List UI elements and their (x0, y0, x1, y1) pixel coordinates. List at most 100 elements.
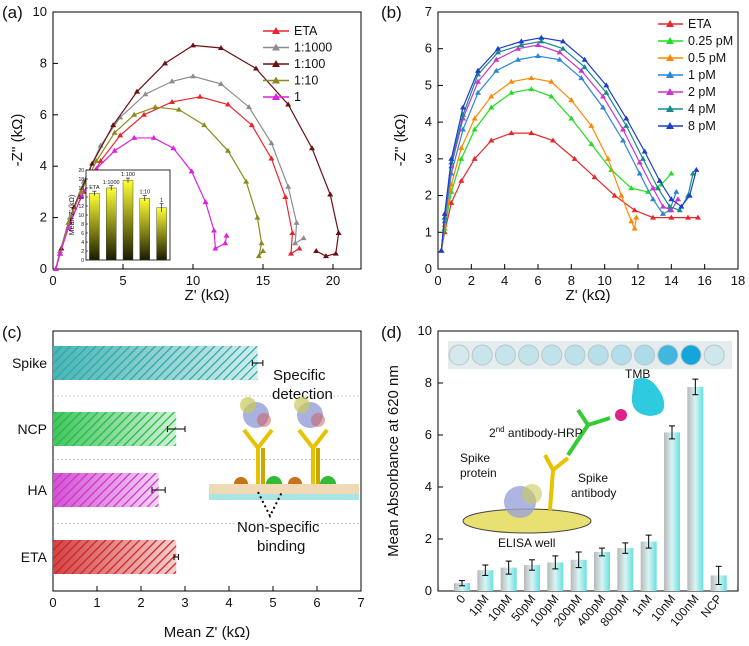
panel-d-bar (594, 552, 610, 591)
panel-b-data-point (458, 177, 465, 183)
panel-d-category-label: 10pM (485, 592, 515, 624)
panel-c-xtick-label: 3 (181, 595, 188, 610)
panel-b-ytick-label: 1 (425, 224, 432, 239)
panel-b-data-point (518, 38, 525, 44)
panel-a-data-point (52, 266, 59, 271)
panel-c-category-label: Spike (12, 355, 47, 371)
panel-a-data-point (285, 183, 292, 189)
panel-c-category-label: NCP (17, 421, 47, 437)
panel-a-data-point (142, 91, 149, 97)
panel-b-frame (437, 11, 739, 270)
panel-b-xtick-label: 6 (534, 273, 541, 288)
panel-a-data-point (78, 188, 84, 194)
panel-a-data-point (197, 93, 203, 99)
panel-b-data-point (660, 210, 666, 216)
inset-ytick-label: 20 (78, 168, 84, 174)
panel-b-data-point (458, 155, 465, 161)
panel-b-data-point (475, 78, 481, 84)
panel-b-data-point (538, 34, 545, 40)
panel-d-bar (664, 432, 680, 591)
panel-a-data-point (285, 101, 292, 107)
panel-d-bar (687, 386, 704, 591)
panel-label-c: (c) (2, 323, 22, 342)
annotation-detection: detection (272, 386, 333, 403)
panel-b-data-point (471, 155, 478, 161)
panel-c-xtick-label: 0 (49, 595, 56, 610)
panel-a-data-point (222, 240, 229, 246)
panel-d-bar (617, 548, 634, 591)
panel-a-data-point (246, 104, 252, 110)
panel-a-data-point (260, 248, 266, 254)
panel-a-ytick-label: 2 (40, 210, 47, 225)
panel-b-series-line (440, 132, 698, 251)
panel-a-data-point (253, 65, 259, 71)
panel-b-legend-marker (666, 71, 674, 78)
nonspecific-protein-3 (266, 476, 282, 484)
panel-b-data-point (668, 196, 675, 202)
sensor-illustration (209, 397, 359, 519)
panel-a-data-point (78, 194, 84, 200)
panel-a-data-point (268, 155, 275, 161)
panel-b-data-point (581, 56, 588, 62)
panel-b-legend-marker (666, 37, 674, 44)
elisa-well (703, 344, 725, 366)
panel-d-bar (524, 565, 540, 591)
elisa-well (494, 344, 516, 366)
nonspecific-protein-1 (234, 477, 248, 484)
panel-a-series-line (55, 106, 264, 270)
panel-a-data-point (201, 122, 208, 128)
annotation-specific: Specific (273, 367, 326, 384)
panel-a-data-point (218, 44, 224, 50)
panel-d-ytick-label: 10 (418, 323, 432, 338)
panel-a-legend-label: 1 (294, 90, 301, 104)
panel-a-data-point (57, 248, 63, 254)
panel-a-legend-marker (272, 60, 280, 67)
annotation-spike-antibody-line1: Spike (578, 471, 608, 485)
panel-b-data-point (460, 126, 466, 132)
inset-ytick-label: 4 (81, 240, 84, 246)
panel-d-ylabel: Mean Absorbance at 620 nm (385, 365, 402, 557)
inset-ytick-label: 14 (78, 195, 84, 201)
panel-b-data-point (628, 218, 635, 224)
inset-bar (156, 207, 167, 261)
panel-a-data-point (309, 145, 315, 151)
inset-ytick-label: 8 (81, 222, 84, 228)
elisa-well (518, 344, 540, 366)
panel-a-data-point (131, 111, 138, 117)
panel-b-legend-label: 8 pM (688, 119, 716, 133)
panel-a-legend-label: 1:1000 (294, 41, 332, 55)
panel-b-data-point (581, 64, 588, 70)
panel-b-xtick-label: 12 (631, 273, 645, 288)
panel-b-data-point (528, 86, 535, 92)
panel-c-category-label: HA (28, 482, 48, 498)
panel-b-data-point (535, 53, 541, 59)
inset-bar (105, 187, 117, 261)
inset-ytick-label: 12 (78, 204, 84, 210)
panel-b-data-point (633, 214, 640, 220)
panel-a-data-point (289, 230, 296, 236)
panel-b-data-point (548, 93, 555, 99)
panel-d-bar (454, 583, 470, 591)
panel-c-xlabel: Mean Z' (kΩ) (164, 624, 251, 641)
panel-a-data-point (57, 250, 63, 256)
inset-ylabel: Mean Z' (kΩ) (69, 195, 76, 235)
panel-a-data-point (71, 204, 77, 210)
panel-b-data-point (628, 185, 635, 191)
panel-a-legend-label: ETA (294, 24, 318, 38)
panel-b-data-point (678, 203, 685, 209)
panel-b-data-point (568, 97, 575, 103)
panel-b-data-point (460, 104, 466, 110)
panel-b-data-point (508, 130, 515, 136)
panel-c-xtick-label: 2 (137, 595, 144, 610)
panel-a-data-point (131, 134, 138, 140)
panel-a-ytick-label: 4 (40, 158, 47, 173)
panel-d-ytick-label: 2 (425, 531, 432, 546)
panel-a-xtick-label: 0 (49, 273, 56, 288)
panel-b-series-line (440, 77, 637, 251)
panel-a-data-point (332, 250, 339, 256)
panel-a-data-point (211, 227, 217, 233)
panel-b-ylabel: -Z'' (kΩ) (392, 114, 409, 167)
